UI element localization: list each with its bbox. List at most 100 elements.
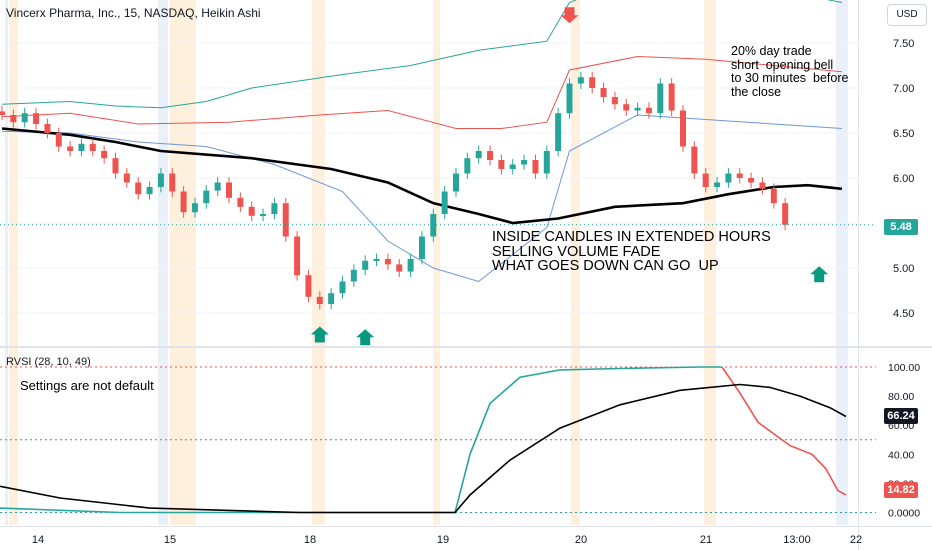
rvsi-tick-label-1: 80.00 xyxy=(888,391,914,403)
candle-body-22 xyxy=(248,206,255,216)
candle-body-23 xyxy=(260,214,267,216)
candle-body-7 xyxy=(78,143,85,151)
session-highlight-4 xyxy=(312,0,325,525)
candle-body-69 xyxy=(782,203,789,225)
candle-body-58 xyxy=(657,83,664,114)
candle-body-60 xyxy=(680,110,686,147)
candle-body-0 xyxy=(0,111,5,115)
time-tick-label-7: 22 xyxy=(850,534,862,546)
day-trade-annotation: 20% day trade short opening bell to 30 m… xyxy=(731,44,849,99)
vwap-line xyxy=(1,127,843,225)
session-highlight-6 xyxy=(571,0,580,525)
candle-body-53 xyxy=(600,88,607,97)
candle-body-14 xyxy=(157,173,164,187)
candle-body-37 xyxy=(418,236,425,259)
rvsi-tick-label-0: 100.00 xyxy=(888,362,920,374)
candle-body-19 xyxy=(214,182,221,191)
price-tick-label-2: 6.50 xyxy=(893,128,914,140)
candle-body-9 xyxy=(101,151,108,159)
candle-body-59 xyxy=(668,83,675,111)
candle-body-10 xyxy=(112,158,119,174)
candle-body-51 xyxy=(577,77,584,84)
candle-body-15 xyxy=(169,173,176,192)
price-tick-label-1: 7.00 xyxy=(893,83,914,95)
candle-body-41 xyxy=(464,158,471,174)
candle-body-63 xyxy=(714,182,721,187)
buy-arrow-3 xyxy=(810,266,829,283)
candle-body-54 xyxy=(611,97,618,105)
candle-body-26 xyxy=(294,236,301,276)
candle-body-4 xyxy=(44,124,51,133)
session-highlight-0 xyxy=(5,0,8,525)
candle-body-62 xyxy=(702,173,709,187)
rvsi-indicator-label: RVSI (28, 10, 49) xyxy=(6,356,91,368)
candle-body-16 xyxy=(180,191,187,213)
sell-arrow-0 xyxy=(560,7,579,24)
candle-body-34 xyxy=(384,259,391,265)
candle-body-67 xyxy=(759,182,766,189)
candle-body-17 xyxy=(191,203,198,213)
candle-body-21 xyxy=(237,197,244,207)
session-highlight-5 xyxy=(433,0,440,525)
rvsi-black-value-badge: 66.24 xyxy=(884,408,918,424)
candle-body-6 xyxy=(67,146,74,151)
time-tick-label-6: 13:00 xyxy=(783,534,811,546)
time-tick-label-2: 18 xyxy=(304,534,316,546)
time-tick-label-3: 19 xyxy=(437,534,449,546)
candle-body-29 xyxy=(328,293,335,304)
settings-note: Settings are not default xyxy=(20,378,154,393)
candle-body-25 xyxy=(282,203,289,237)
candle-body-68 xyxy=(770,188,777,204)
candle-body-27 xyxy=(305,275,312,297)
candle-body-2 xyxy=(21,113,28,123)
rvsi-red-value-badge: 14.82 xyxy=(884,482,918,498)
session-highlight-3 xyxy=(170,0,196,525)
session-highlight-1 xyxy=(9,0,18,525)
upper-band-line xyxy=(1,0,842,109)
candle-body-49 xyxy=(555,113,562,151)
candle-body-48 xyxy=(543,151,550,174)
candle-body-12 xyxy=(135,182,142,195)
candle-body-46 xyxy=(521,160,528,165)
candle-body-13 xyxy=(146,187,153,195)
candle-body-44 xyxy=(498,160,505,169)
candle-body-11 xyxy=(123,173,130,183)
candle-body-52 xyxy=(589,77,596,88)
session-highlight-2 xyxy=(158,0,168,525)
time-tick-label-5: 21 xyxy=(700,534,712,546)
price-tick-label-0: 7.50 xyxy=(893,38,914,50)
candle-body-43 xyxy=(487,151,494,160)
buy-arrow-1 xyxy=(310,326,329,343)
last-price-badge: 5.48 xyxy=(884,219,918,235)
candle-body-33 xyxy=(373,259,380,261)
candle-body-32 xyxy=(362,260,369,270)
candle-body-1 xyxy=(10,115,17,123)
candle-body-40 xyxy=(453,173,459,192)
rvsi-tick-label-3: 40.00 xyxy=(888,449,914,461)
rvsi-black-line xyxy=(0,383,847,514)
time-tick-label-0: 14 xyxy=(32,534,44,546)
price-tick-label-3: 6.00 xyxy=(893,173,914,185)
time-tick-label-4: 20 xyxy=(575,534,587,546)
candle-body-8 xyxy=(89,143,96,151)
candle-body-36 xyxy=(407,259,414,272)
currency-button[interactable]: USD xyxy=(887,4,927,26)
symbol-title: Vincerx Pharma, Inc., 15, NASDAQ, Heikin… xyxy=(6,6,261,20)
candle-body-38 xyxy=(430,214,437,237)
candle-body-45 xyxy=(509,164,516,169)
candle-body-30 xyxy=(339,281,346,294)
price-tick-label-5: 5.00 xyxy=(893,263,914,275)
candle-body-65 xyxy=(736,173,743,178)
candle-body-64 xyxy=(725,173,732,183)
price-tick-label-6: 4.50 xyxy=(893,308,914,320)
session-highlight-8 xyxy=(836,0,848,525)
candle-body-28 xyxy=(316,296,323,304)
candle-body-50 xyxy=(566,83,573,114)
inside-candles-annotation: INSIDE CANDLES IN EXTENDED HOURS SELLING… xyxy=(492,229,771,274)
time-tick-label-1: 15 xyxy=(164,534,176,546)
candle-body-57 xyxy=(645,107,652,114)
candle-body-20 xyxy=(226,182,232,198)
candle-body-47 xyxy=(532,160,539,174)
candle-body-31 xyxy=(350,269,357,282)
